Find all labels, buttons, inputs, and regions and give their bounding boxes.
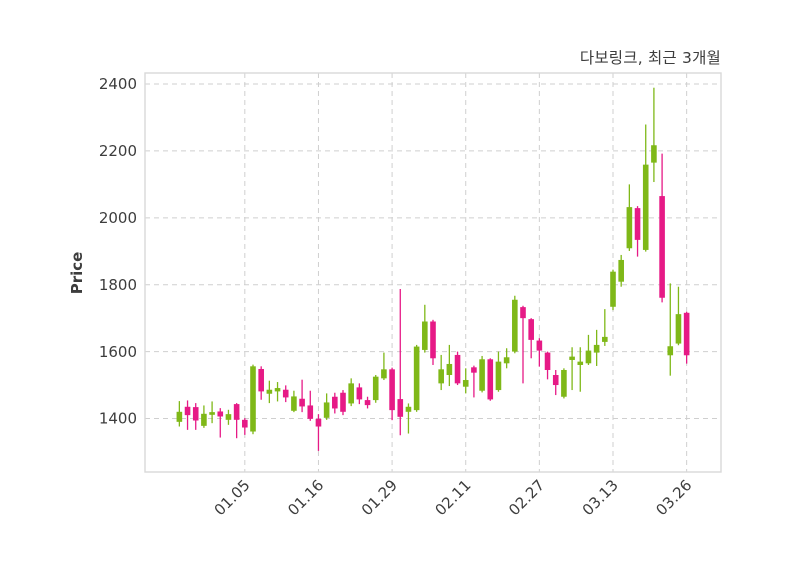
- candle-body: [209, 412, 215, 415]
- y-tick-label: 1400: [99, 410, 137, 428]
- candle-body: [332, 396, 338, 409]
- candle-body: [577, 361, 584, 365]
- candle-body: [315, 418, 322, 427]
- candle-body: [634, 208, 641, 240]
- candle-body: [618, 259, 624, 282]
- candle-body: [258, 368, 264, 392]
- x-tick-label: 02.11: [431, 476, 474, 519]
- candle-body: [201, 413, 207, 426]
- y-tick-label: 1800: [99, 276, 137, 294]
- candle-body: [307, 405, 314, 419]
- candle-body: [536, 340, 543, 351]
- candle-body: [659, 196, 665, 298]
- candle-body: [602, 336, 608, 342]
- candle-body: [299, 398, 305, 407]
- candle-body: [233, 404, 240, 420]
- candle-body: [610, 271, 616, 307]
- candle-body: [569, 356, 575, 360]
- x-tick-label: 03.13: [579, 476, 622, 519]
- x-tick-label: 03.26: [652, 476, 695, 519]
- candle-body: [487, 359, 494, 400]
- plot-frame: [144, 72, 722, 473]
- candle-body: [438, 369, 444, 384]
- x-tick-label: 01.05: [211, 476, 254, 519]
- y-tick-label: 2000: [99, 209, 137, 227]
- candle-body: [282, 389, 289, 398]
- candle-body: [184, 406, 191, 416]
- candle-body: [192, 407, 199, 421]
- candle-body: [274, 388, 281, 392]
- candle-body: [176, 411, 183, 422]
- candle-body: [593, 344, 600, 353]
- candle-body: [471, 367, 477, 373]
- x-tick-label: 02.27: [505, 476, 548, 519]
- y-tick-label: 2200: [99, 142, 137, 160]
- candle-body: [250, 366, 256, 432]
- candle-body: [364, 400, 371, 406]
- candle-body: [340, 392, 346, 412]
- candle-body: [651, 145, 657, 163]
- candle-body: [372, 376, 379, 401]
- candle-body: [389, 369, 395, 411]
- candle-body: [397, 399, 404, 417]
- candle-body: [242, 419, 248, 428]
- candle-body: [667, 346, 674, 356]
- candle-body: [356, 387, 363, 400]
- candle-body: [462, 380, 469, 387]
- candle-body: [422, 321, 428, 350]
- y-tick-label: 1600: [99, 343, 137, 361]
- candle-body: [225, 414, 232, 420]
- candle-body: [479, 359, 485, 391]
- candle-body: [503, 357, 510, 364]
- candle-body: [512, 299, 518, 352]
- candle-body: [626, 207, 633, 249]
- candle-body: [454, 354, 461, 384]
- candle-body: [217, 411, 224, 417]
- candle-body: [544, 352, 551, 370]
- candle-body: [381, 369, 387, 379]
- candle-body: [266, 389, 273, 394]
- candle-body: [291, 396, 297, 411]
- chart-title: 다보링크, 최근 3개월: [579, 49, 721, 67]
- x-tick-label: 01.29: [358, 476, 401, 519]
- x-tick-label: 01.16: [284, 476, 327, 519]
- candle-body: [405, 406, 412, 412]
- y-tick-label: 2400: [99, 75, 137, 93]
- candle-body: [495, 361, 502, 391]
- candle-body: [446, 363, 453, 376]
- candle-body: [520, 307, 526, 319]
- candle-body: [683, 312, 690, 356]
- candle-body: [585, 350, 592, 364]
- candle-body: [323, 402, 330, 418]
- candle-body: [413, 346, 420, 411]
- candle-body: [561, 369, 567, 397]
- candle-body: [528, 319, 534, 340]
- candle-body: [430, 321, 436, 359]
- candle-body: [552, 375, 559, 386]
- candle-body: [348, 383, 354, 404]
- candle-body: [675, 314, 682, 344]
- candle-body: [642, 164, 649, 250]
